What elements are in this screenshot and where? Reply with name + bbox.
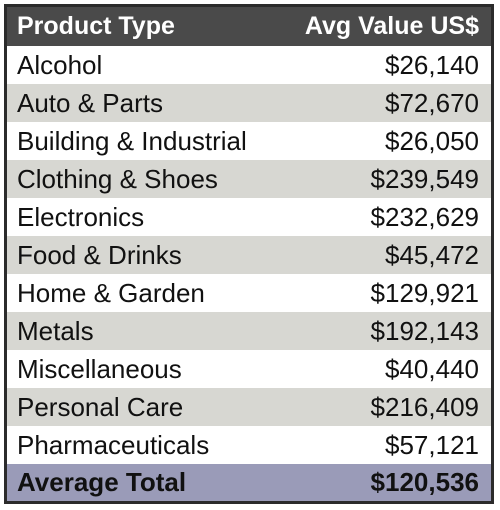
row-label: Food & Drinks [17,239,182,270]
table-row-personal-care: Personal Care $216,409 [7,388,491,426]
table-row-auto-parts: Auto & Parts $72,670 [7,84,491,122]
table-total-row: Average Total $120,536 [7,464,491,501]
table-row-clothing-shoes: Clothing & Shoes $239,549 [7,160,491,198]
table-row-home-garden: Home & Garden $129,921 [7,274,491,312]
row-label: Auto & Parts [17,87,163,118]
row-value: $72,670 [385,87,479,118]
row-value: $216,409 [370,391,479,422]
row-value: $232,629 [370,201,479,232]
row-value: $26,050 [385,125,479,156]
total-value: $120,536 [370,467,479,497]
row-label: Clothing & Shoes [17,163,218,194]
product-value-table: Product Type Avg Value US$ Alcohol $26,1… [4,4,494,504]
row-value: $40,440 [385,353,479,384]
row-label: Home & Garden [17,277,205,308]
row-label: Pharmaceuticals [17,429,210,460]
row-label: Electronics [17,201,145,232]
table-header-row: Product Type Avg Value US$ [7,7,491,46]
row-value: $129,921 [370,277,479,308]
table-row-pharmaceuticals: Pharmaceuticals $57,121 [7,426,491,464]
table-row-building-industrial: Building & Industrial $26,050 [7,122,491,160]
table-row-metals: Metals $192,143 [7,312,491,350]
table-row-electronics: Electronics $232,629 [7,198,491,236]
row-label: Miscellaneous [17,353,182,384]
table-row-miscellaneous: Miscellaneous $40,440 [7,350,491,388]
row-value: $45,472 [385,239,479,270]
row-value: $239,549 [370,163,479,194]
row-label: Personal Care [17,391,184,422]
row-label: Building & Industrial [17,125,247,156]
total-label: Average Total [17,467,187,497]
header-avg-value: Avg Value US$ [304,12,479,40]
row-value: $57,121 [385,429,479,460]
table-row-alcohol: Alcohol $26,140 [7,46,491,84]
table-row-food-drinks: Food & Drinks $45,472 [7,236,491,274]
row-label: Metals [17,315,94,346]
row-label: Alcohol [17,49,103,80]
header-product-type: Product Type [17,12,175,40]
row-value: $192,143 [370,315,479,346]
row-value: $26,140 [385,49,479,80]
